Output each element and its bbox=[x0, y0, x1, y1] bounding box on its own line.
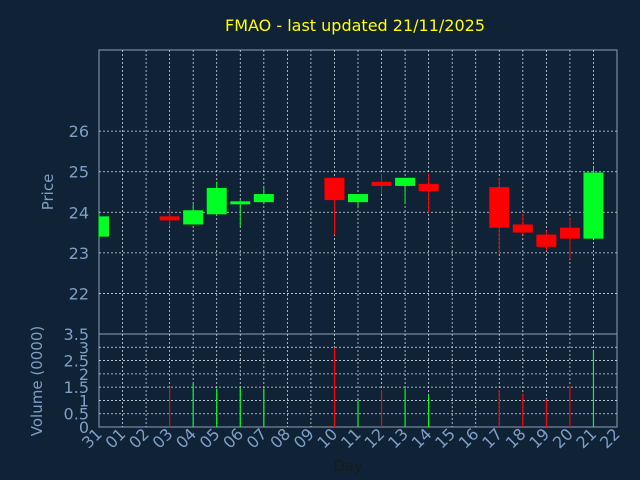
candle-body bbox=[206, 187, 227, 215]
candle-body bbox=[348, 194, 368, 203]
candle-body bbox=[253, 194, 274, 203]
candle-body bbox=[395, 177, 416, 186]
volume-y-tick-label: 0 bbox=[79, 418, 89, 437]
candle-body bbox=[99, 216, 109, 237]
price-y-tick-label: 24 bbox=[69, 203, 89, 222]
volume-y-tick-label: 1.5 bbox=[64, 378, 89, 397]
price-y-tick-label: 25 bbox=[69, 163, 89, 182]
volume-y-tick-label: 0.5 bbox=[64, 405, 89, 424]
x-axis-label: Day bbox=[333, 457, 363, 475]
price-y-label: Price bbox=[39, 174, 57, 211]
candle-body bbox=[489, 187, 510, 228]
price-y-tick-label: 22 bbox=[69, 284, 89, 303]
chart-title: FMAO - last updated 21/11/2025 bbox=[225, 16, 485, 35]
volume-y-tick-label: 2.5 bbox=[64, 352, 89, 371]
candle-body bbox=[371, 181, 392, 186]
candle-body bbox=[324, 177, 345, 201]
candle-body bbox=[583, 172, 604, 239]
volume-y-tick-label: 1 bbox=[79, 391, 89, 410]
candle-body bbox=[159, 216, 180, 221]
x-axis-ticks: 3101020304050607080910111213141516171819… bbox=[78, 424, 624, 452]
price-y-ticks: 22 23 24 25 26 bbox=[69, 122, 89, 303]
price-candles bbox=[98, 167, 604, 259]
volume-y-tick-label: 2 bbox=[79, 365, 89, 384]
candle-body bbox=[183, 210, 204, 225]
x-tick-label: 22 bbox=[596, 424, 624, 452]
price-grid bbox=[99, 50, 617, 334]
volume-y-ticks: 00.511.522.533.5 bbox=[64, 325, 89, 437]
volume-y-tick-label: 3.5 bbox=[64, 325, 89, 344]
volume-bars bbox=[169, 347, 595, 427]
price-y-tick-label: 26 bbox=[69, 122, 89, 141]
candle-body bbox=[230, 201, 251, 205]
candle-body bbox=[536, 234, 557, 247]
candle-body bbox=[559, 227, 580, 239]
candle-body bbox=[512, 224, 533, 233]
price-y-tick-label: 23 bbox=[69, 244, 89, 263]
volume-y-tick-label: 3 bbox=[79, 338, 89, 357]
candle-body bbox=[418, 183, 439, 192]
volume-y-label: Volume (0000) bbox=[28, 326, 46, 436]
